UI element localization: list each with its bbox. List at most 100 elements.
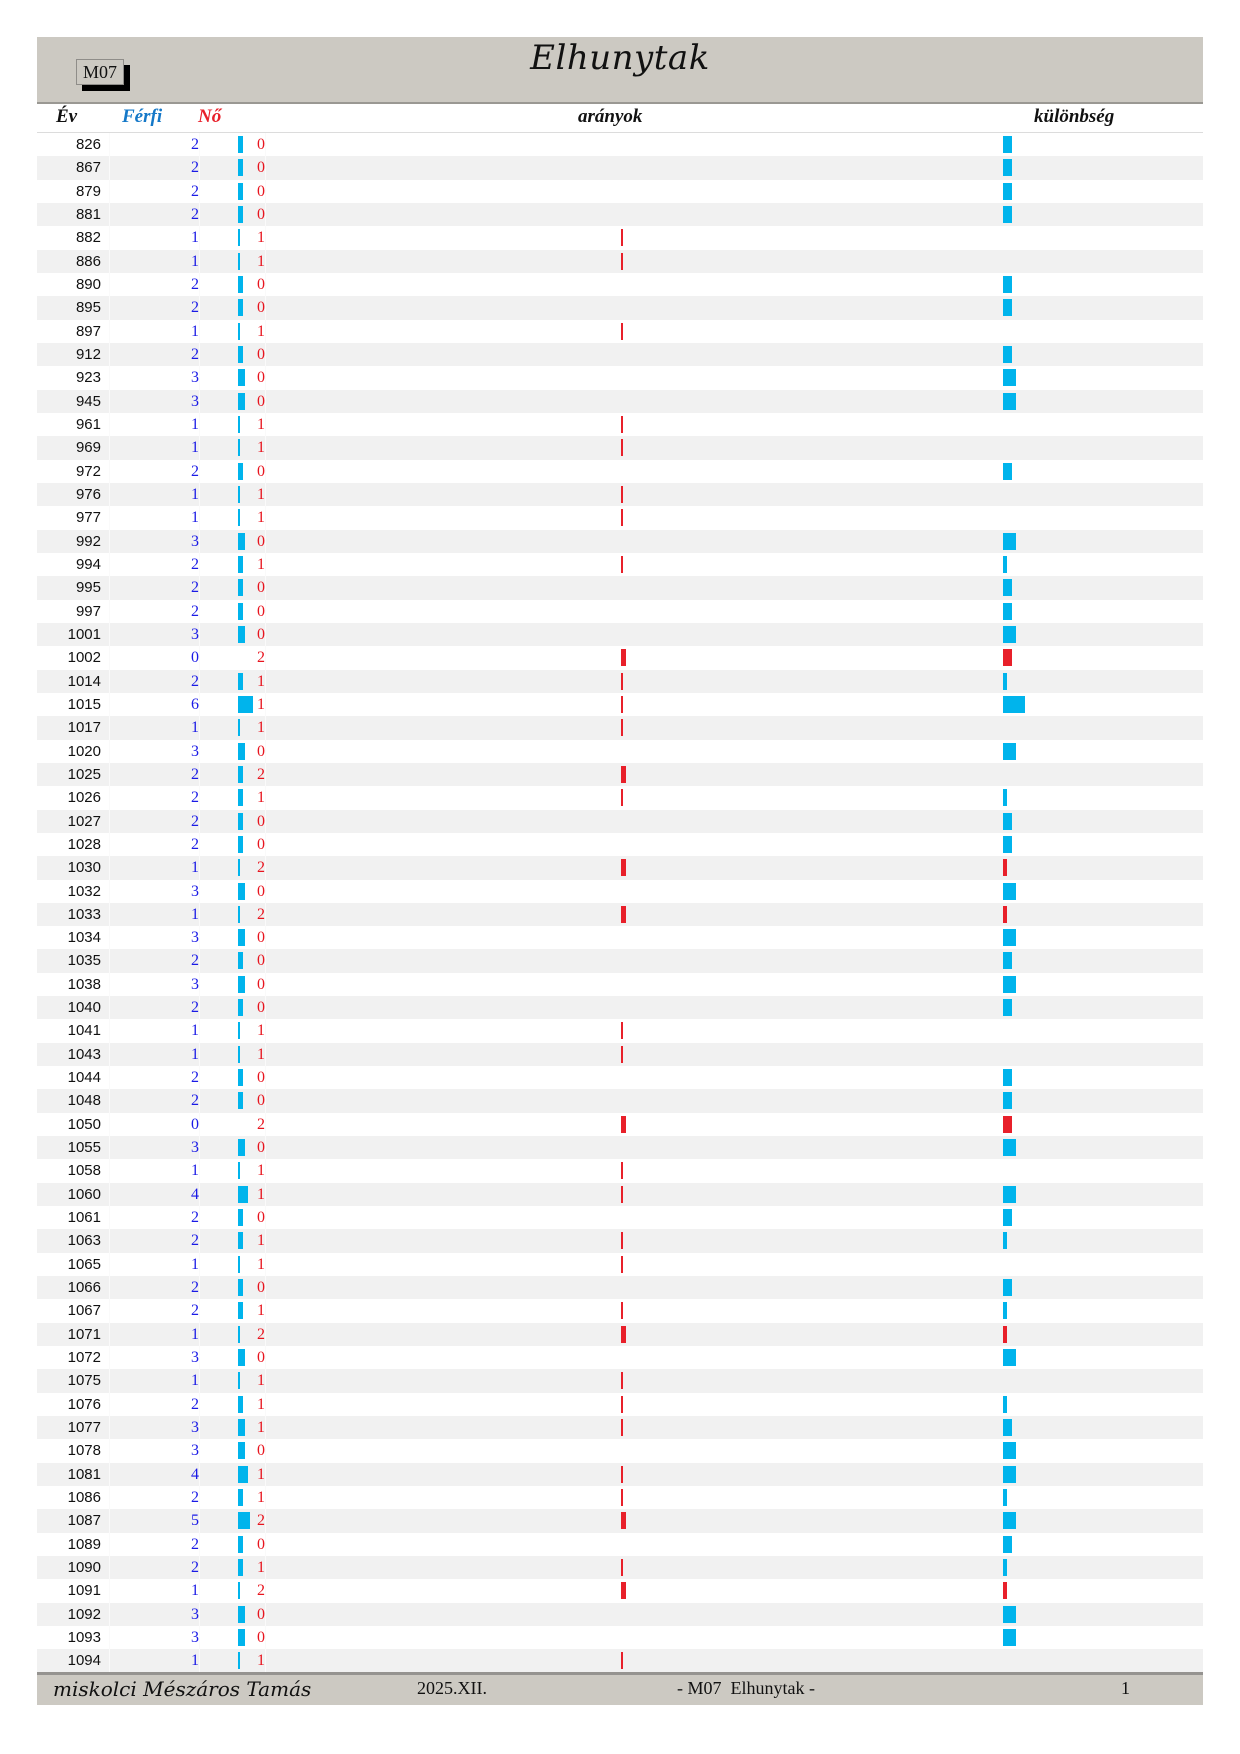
male-count-cell: 2 [191,275,199,293]
male-bar [238,345,243,363]
female-ratio-bar [621,765,626,783]
column-separator [199,996,200,1020]
female-count-cell: 0 [257,812,265,830]
male-bar [238,1022,240,1040]
column-separator [199,1276,200,1300]
column-separator [199,482,200,507]
column-separator [199,1556,200,1580]
female-ratio-bar [621,1512,626,1530]
male-bar [238,532,245,550]
header-divider [37,132,1203,133]
column-header-female: Nő [198,106,222,127]
column-separator [109,716,110,740]
female-ratio-bar [621,1489,623,1507]
column-separator [109,879,110,903]
year-cell: 1055 [67,1139,101,1157]
year-cell: 1041 [67,1022,101,1040]
male-count-cell: 2 [191,1209,199,1227]
column-separator [109,1229,110,1253]
female-count-cell: 1 [257,555,265,573]
year-cell: 1027 [67,812,101,830]
female-count-cell: 0 [257,602,265,620]
table-row: 1065 1 1 [37,1252,1203,1277]
male-bar [238,1279,243,1297]
male-bar [238,369,245,387]
difference-bar-female [1003,905,1008,923]
male-bar [238,742,245,760]
column-separator [265,1649,266,1673]
column-separator [199,1462,200,1487]
male-bar [238,1582,240,1600]
year-cell: 882 [75,229,101,247]
male-count-cell: 3 [191,1605,199,1623]
column-separator [265,1089,266,1113]
table-row: 895 2 0 [37,296,1203,320]
table-row: 1027 2 0 [37,809,1203,833]
column-separator [265,272,266,297]
column-separator [265,1229,266,1253]
female-count-cell: 1 [257,1419,265,1437]
male-count-cell: 3 [191,882,199,900]
year-cell: 1092 [67,1605,101,1623]
female-count-cell: 1 [257,322,265,340]
column-separator [199,1042,200,1067]
column-separator [199,202,200,227]
difference-bar-male [1003,1302,1008,1320]
female-count-cell: 2 [257,1582,265,1600]
female-count-cell: 0 [257,136,265,153]
column-separator [199,809,200,833]
difference-bar-male [1003,1605,1017,1623]
difference-bar-female [1003,649,1012,667]
difference-bar-male [1003,182,1012,200]
column-separator [109,622,110,647]
table-row: 1035 2 0 [37,949,1203,973]
column-separator [109,342,110,367]
column-separator [199,1136,200,1160]
column-separator [265,1462,266,1487]
column-separator [199,669,200,693]
table-row: 1089 2 0 [37,1532,1203,1557]
female-count-cell: 1 [257,1302,265,1320]
male-count-cell: 1 [191,252,199,270]
female-count-cell: 1 [257,509,265,527]
year-cell: 969 [75,439,101,457]
female-count-cell: 0 [257,1139,265,1157]
column-separator [109,436,110,460]
male-bar [238,136,243,153]
table-row: 1044 2 0 [37,1066,1203,1090]
column-separator [265,809,266,833]
male-count-cell: 3 [191,532,199,550]
column-separator [199,622,200,647]
table-row: 1071 1 2 [37,1322,1203,1347]
table-row: 1063 2 1 [37,1229,1203,1253]
female-count-cell: 0 [257,579,265,597]
column-separator [199,599,200,623]
male-bar [238,929,245,947]
female-ratio-bar [621,555,623,573]
column-separator [109,1579,110,1603]
table-row: 1067 2 1 [37,1299,1203,1323]
table-row: 1040 2 0 [37,996,1203,1020]
column-separator [109,1416,110,1440]
column-separator [265,1579,266,1603]
male-count-cell: 4 [191,1465,199,1483]
table-row: 997 2 0 [37,599,1203,623]
column-separator [109,1182,110,1207]
male-bar [238,1395,243,1413]
column-separator [265,1346,266,1370]
column-separator [199,1019,200,1043]
year-cell: 1014 [67,672,101,690]
male-bar [238,1069,243,1087]
year-cell: 1071 [67,1325,101,1343]
male-count-cell: 2 [191,299,199,317]
difference-bar-male [1003,602,1012,620]
difference-bar-male [1003,835,1012,853]
male-bar [238,462,243,480]
table-row: 1093 3 0 [37,1626,1203,1650]
year-cell: 977 [75,509,101,527]
male-count-cell: 2 [191,765,199,783]
female-count-cell: 0 [257,835,265,853]
female-ratio-bar [621,485,623,503]
female-count-cell: 2 [257,1115,265,1133]
column-separator [109,832,110,857]
